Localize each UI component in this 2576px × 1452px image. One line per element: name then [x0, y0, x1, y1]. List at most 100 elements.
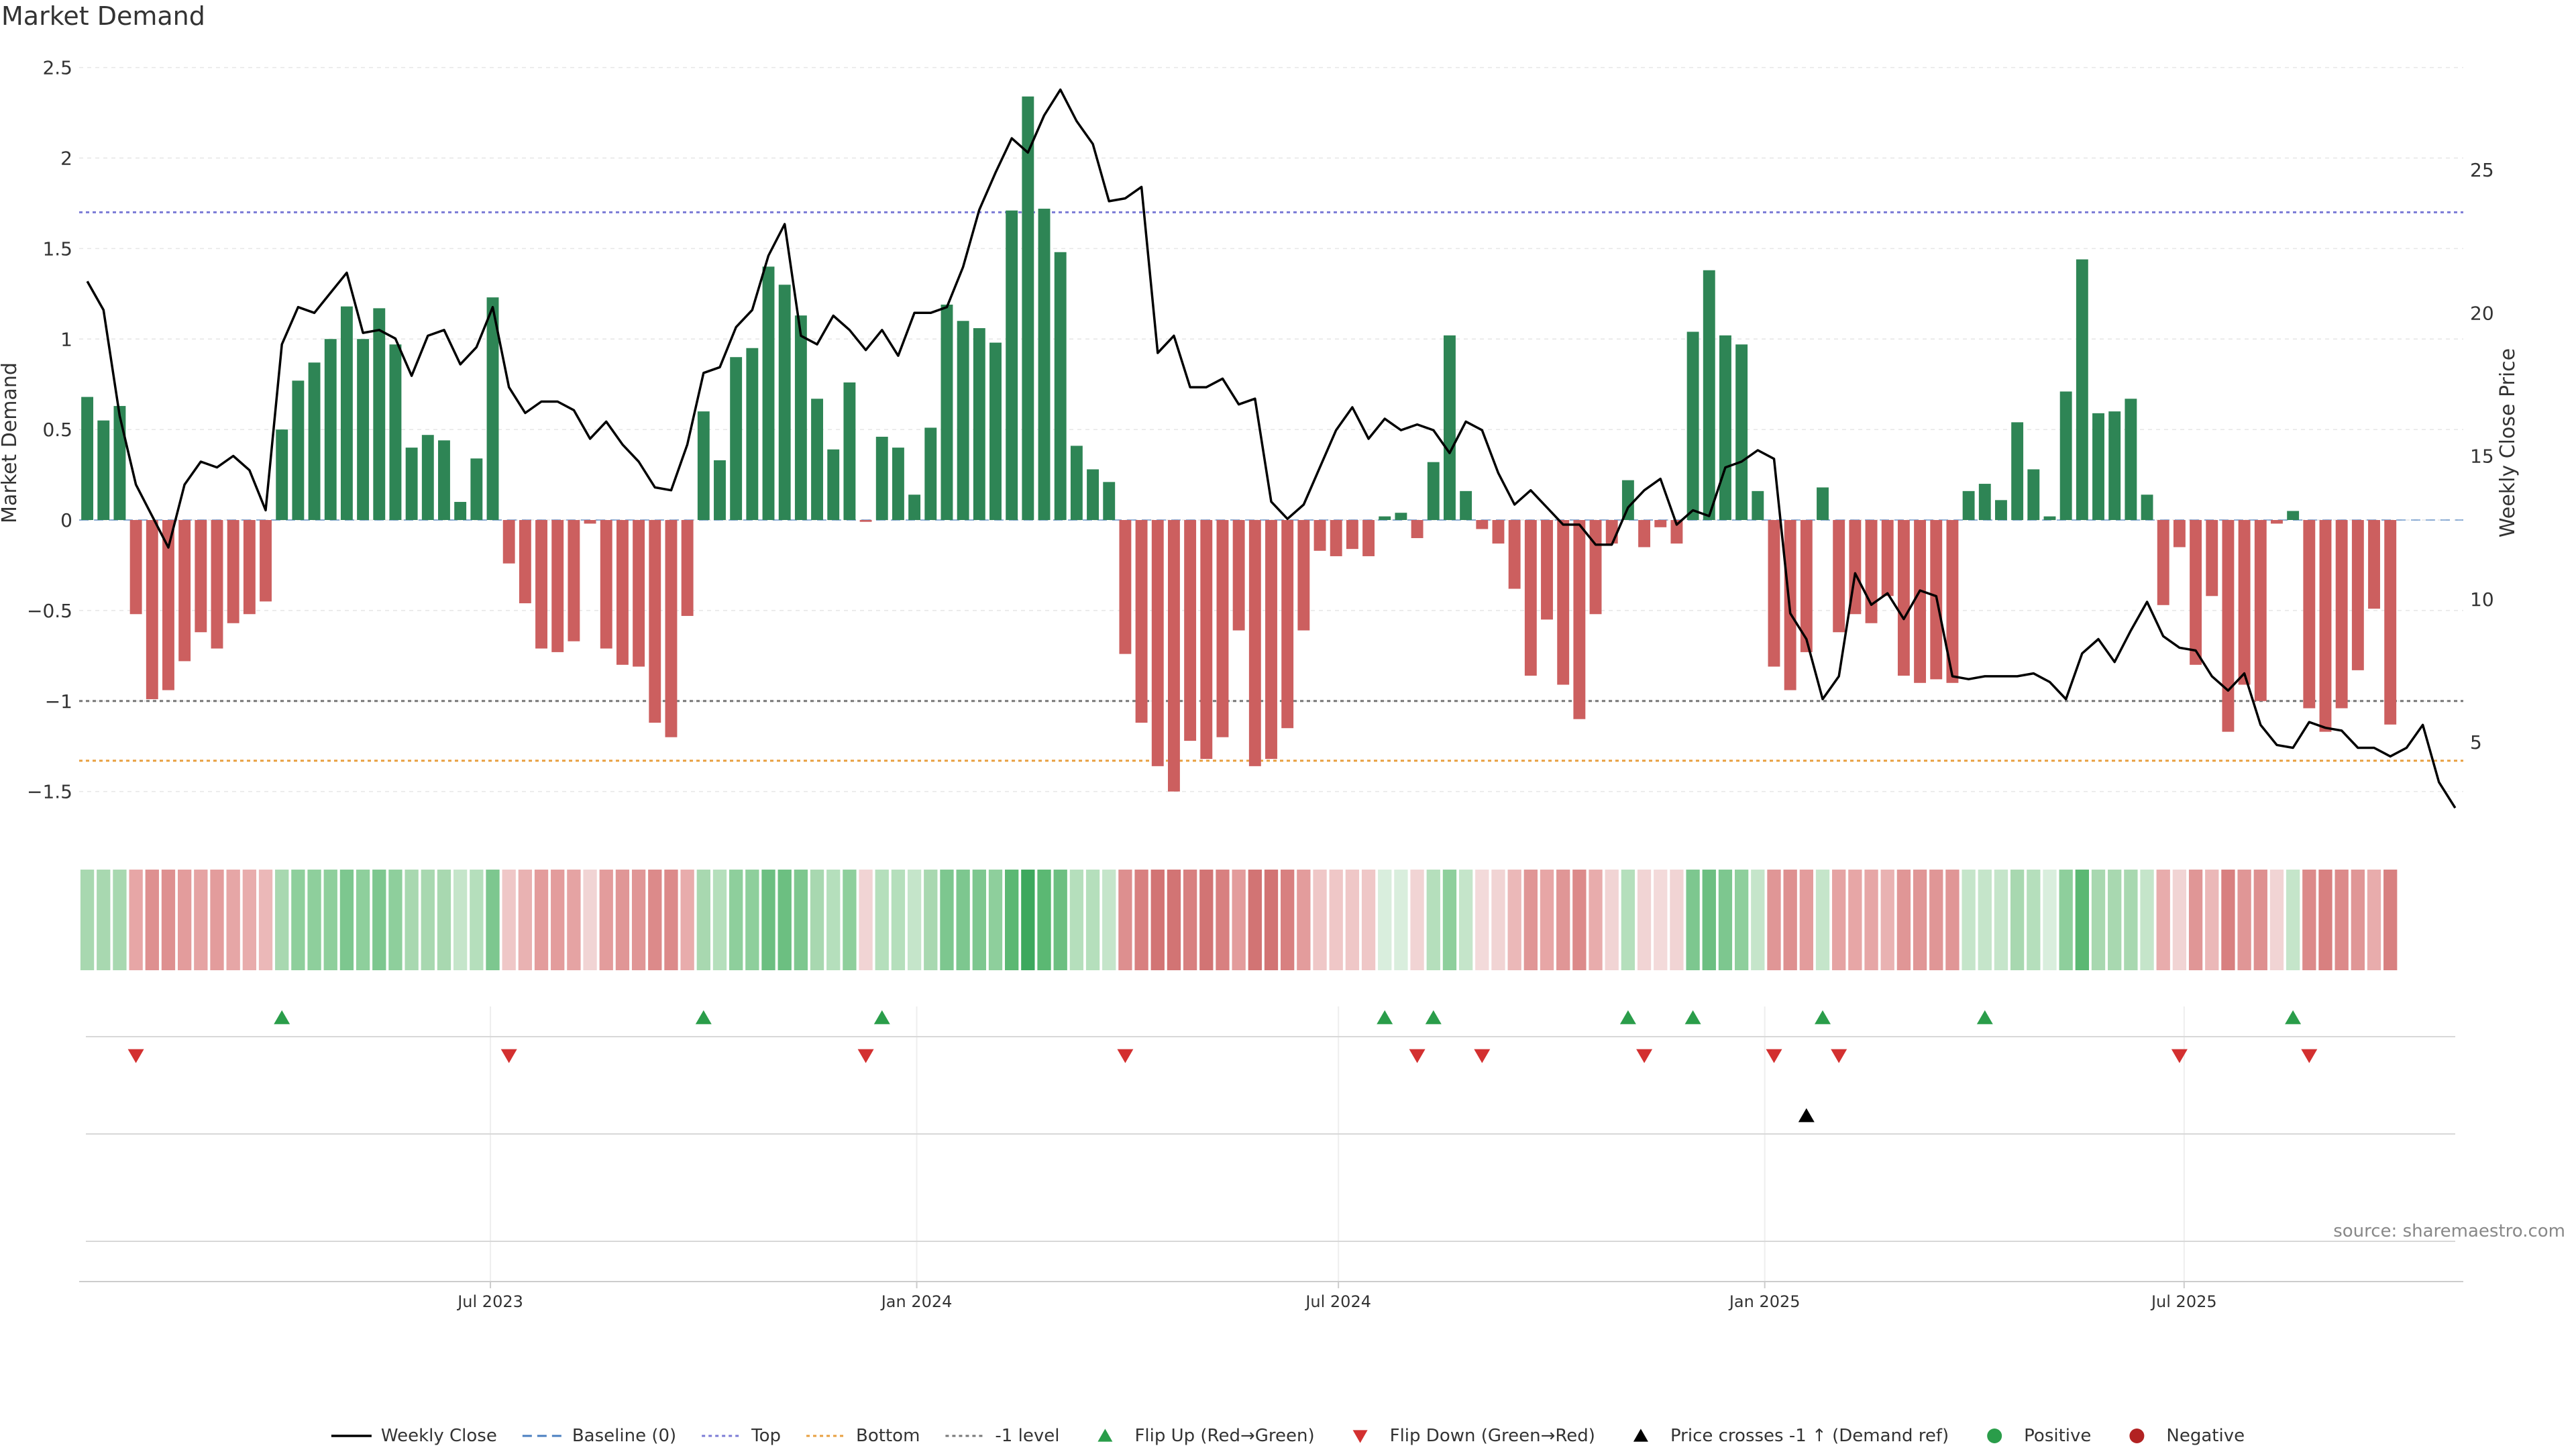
heatstrip-cell — [1605, 870, 1619, 970]
demand-bar — [1524, 520, 1537, 676]
demand-bar — [568, 520, 580, 641]
heatstrip-cell — [1670, 870, 1684, 970]
heatstrip-cell — [696, 870, 710, 970]
demand-bar — [1103, 482, 1116, 520]
y-tick-label: 2 — [60, 148, 72, 170]
demand-bar — [292, 380, 305, 520]
heatstrip-cell — [859, 870, 873, 970]
heatstrip-cell — [826, 870, 841, 970]
heatstrip-cell — [1378, 870, 1392, 970]
heatstrip-cell — [1637, 870, 1652, 970]
legend-label: Price crosses -1 ↑ (Demand ref) — [1670, 1426, 1949, 1446]
demand-bar — [2384, 520, 2397, 725]
heatstrip-cell — [1832, 870, 1846, 970]
demand-bar — [1768, 520, 1780, 667]
heatstrip-cell — [599, 870, 613, 970]
heatstrip-cell — [2351, 870, 2365, 970]
x-tick-label: Jan 2024 — [880, 1292, 953, 1311]
heatstrip-cell — [1767, 870, 1781, 970]
demand-bar — [454, 502, 467, 520]
heatstrip-cell — [242, 870, 257, 970]
x-tick-label: Jan 2025 — [1728, 1292, 1801, 1311]
demand-bar — [1865, 520, 1878, 623]
heatstrip-cell — [1134, 870, 1148, 970]
demand-bar — [1817, 487, 1829, 520]
heatstrip-cell — [2124, 870, 2138, 970]
demand-bar — [1330, 520, 1342, 556]
heatstrip-cell — [1329, 870, 1343, 970]
heatstrip-cell — [275, 870, 289, 970]
heatstrip-cell — [1734, 870, 1749, 970]
heatstrip-cell — [1945, 870, 1960, 970]
heatstrip-cell — [745, 870, 759, 970]
demand-bar — [1589, 520, 1602, 615]
x-tick-label: Jul 2024 — [1304, 1292, 1371, 1311]
heatstrip-cell — [226, 870, 240, 970]
heatstrip-cell — [1654, 870, 1668, 970]
demand-bar — [794, 315, 807, 520]
demand-bar — [811, 399, 823, 520]
demand-bar — [649, 520, 661, 723]
heatstrip-cell — [1589, 870, 1603, 970]
heatstrip-cell — [194, 870, 208, 970]
demand-bar — [1914, 520, 1927, 683]
x-tick-label: Jul 2023 — [456, 1292, 523, 1311]
demand-bar — [2141, 495, 2153, 520]
demand-bar — [1313, 520, 1326, 551]
heatstrip-cell — [2221, 870, 2235, 970]
flip-down-marker — [2171, 1049, 2188, 1064]
heatstrip-cell — [1783, 870, 1797, 970]
heatstrip-cell — [777, 870, 792, 970]
demand-bar — [1800, 520, 1813, 652]
demand-bar — [633, 520, 645, 667]
heatstrip-cell — [1426, 870, 1440, 970]
heatstrip-cell — [405, 870, 419, 970]
heatstrip-cell — [2059, 870, 2073, 970]
demand-bar — [1135, 520, 1148, 723]
demand-bar — [2319, 520, 2332, 732]
y-tick-label: 1.5 — [42, 238, 72, 260]
demand-bar — [502, 520, 515, 564]
heatstrip-cell — [2334, 870, 2349, 970]
heatstrip-cell — [80, 870, 95, 970]
demand-bar — [2043, 516, 2056, 520]
demand-bar — [438, 440, 450, 520]
y-tick-label: 2.5 — [42, 57, 72, 79]
demand-bar — [1362, 520, 1375, 556]
heatstrip-cell — [2043, 870, 2057, 970]
demand-bar — [2092, 413, 2104, 520]
heatstrip-cell — [470, 870, 484, 970]
demand-bar — [2206, 520, 2218, 597]
heatstrip-cell — [1686, 870, 1700, 970]
legend-label: -1 level — [995, 1426, 1059, 1446]
heatstrip-cell — [761, 870, 775, 970]
heatstrip-cell — [1442, 870, 1457, 970]
heatstrip-cell — [1102, 870, 1116, 970]
demand-bar — [1460, 490, 1472, 520]
demand-bar — [1151, 520, 1164, 766]
heatstrip-cell — [940, 870, 954, 970]
y-axis-title: Market Demand — [0, 362, 21, 523]
heatstrip-cell — [1021, 870, 1035, 970]
heatstrip-cell — [1491, 870, 1505, 970]
legend-label: Flip Up (Red→Green) — [1134, 1426, 1314, 1446]
heatstrip-cell — [1848, 870, 1862, 970]
chart-title: Market Demand — [1, 1, 205, 31]
legend-label: Top — [751, 1426, 781, 1446]
heatstrip-cell — [1069, 870, 1084, 970]
flip-down-marker — [1117, 1049, 1134, 1064]
heatstrip-cell — [729, 870, 743, 970]
heatstrip-cell — [2286, 870, 2300, 970]
demand-bar — [1605, 520, 1618, 544]
demand-bar — [665, 520, 678, 737]
heatstrip-cell — [145, 870, 159, 970]
demand-bar — [421, 435, 434, 520]
demand-bar — [973, 328, 985, 520]
legend-label: Flip Down (Green→Red) — [1390, 1426, 1595, 1446]
demand-bar — [1833, 520, 1845, 633]
y2-tick-label: 15 — [2470, 446, 2494, 468]
heatstrip-cell — [1475, 870, 1489, 970]
flip-down-marker — [1474, 1049, 1491, 1064]
heatstrip-cell — [210, 870, 224, 970]
